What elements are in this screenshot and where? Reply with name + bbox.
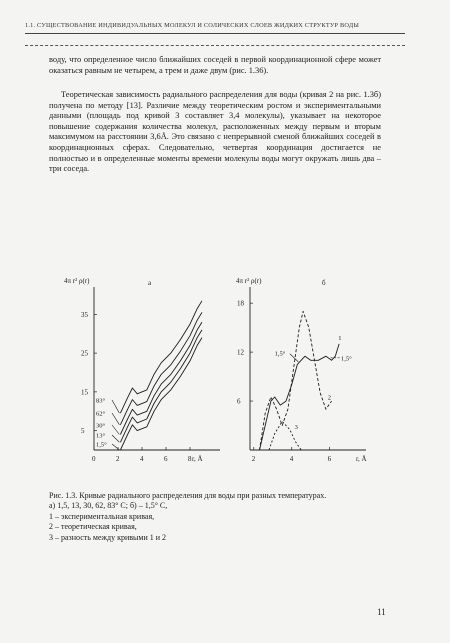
annotation-leader xyxy=(289,353,299,363)
annotation: 1 xyxy=(338,335,341,342)
y-tick-label: 12 xyxy=(237,349,245,357)
figure-1-3: 4π r² ρ(r) а r, Å 0 2 4 6 8 5 15 25 35 1,5° 13° 30° 62°… xyxy=(60,277,380,483)
y-tick-label: 25 xyxy=(81,350,89,358)
series-label: 13° xyxy=(96,433,106,440)
x-tick-label: 8 xyxy=(188,455,192,463)
panel-a: 4π r² ρ(r) а r, Å 0 2 4 6 8 5 15 25 35 1,5° 13° 30° 62°… xyxy=(64,277,220,463)
panel-label: а xyxy=(148,279,152,287)
running-header: 1.1. СУЩЕСТВОВАНИЕ ИНДИВИДУАЛЬНЫХ МОЛЕКУ… xyxy=(25,22,360,29)
figure-svg: 4π r² ρ(r) а r, Å 0 2 4 6 8 5 15 25 35 1,5° 13° 30° 62°… xyxy=(64,277,367,463)
series-label: 62° xyxy=(96,411,106,418)
series-line xyxy=(119,312,203,425)
x-tick-label: 6 xyxy=(164,455,168,463)
x-axis-label: r, Å xyxy=(192,455,203,463)
y-tick-label: 35 xyxy=(81,311,89,319)
x-tick-label: 0 xyxy=(92,455,96,463)
x-tick-label: 6 xyxy=(328,455,332,463)
annotation: 1,5° xyxy=(275,350,286,357)
y-tick-label: 5 xyxy=(81,427,85,435)
series-label-arrow xyxy=(111,434,120,443)
caption-line-a: а) 1,5, 13, 30, 62, 83° С; б) – 1,5° С, xyxy=(49,501,168,511)
y-axis-label: 4π r² ρ(r) xyxy=(236,278,262,285)
x-tick-label: 4 xyxy=(140,455,144,463)
series-label-arrow xyxy=(111,424,120,435)
caption-title: Рис. 1.3. Кривые радиального распределен… xyxy=(49,491,327,500)
caption-item-3: 3 – разность между кривыми 1 и 2 xyxy=(49,532,167,542)
series-line xyxy=(268,420,302,451)
series-line xyxy=(259,310,332,451)
y-tick-label: 18 xyxy=(237,300,245,308)
x-tick-label: 4 xyxy=(290,455,294,463)
series-label-arrow xyxy=(111,443,120,451)
y-tick-label: 15 xyxy=(81,388,89,396)
series-label: 1,5° xyxy=(96,442,107,449)
x-tick-label: 2 xyxy=(252,455,256,463)
caption-item-1: 1 – экспериментальная кривая, xyxy=(49,511,155,521)
annotation: 1,5° xyxy=(341,355,352,362)
series-line xyxy=(119,337,203,451)
panel-label: б xyxy=(322,279,326,287)
paragraph-2: Теоретическая зависимость радиального ра… xyxy=(49,90,381,174)
annotation: 2 xyxy=(328,394,331,401)
y-tick-label: 6 xyxy=(237,398,241,406)
series-line xyxy=(119,321,203,435)
series-line xyxy=(119,329,203,443)
series-label-arrow xyxy=(111,412,120,425)
annotation: 3 xyxy=(295,424,298,431)
x-tick-label: 2 xyxy=(116,455,120,463)
paragraph-1: воду, что определенное число ближайших с… xyxy=(49,55,381,75)
series-label: 83° xyxy=(96,398,106,405)
series-label-arrow xyxy=(111,399,120,414)
caption-item-2: 2 – теоретическая кривая, xyxy=(49,522,137,532)
page-number: 11 xyxy=(377,607,386,617)
y-axis-label: 4π r² ρ(r) xyxy=(64,278,90,285)
series-line xyxy=(119,300,203,414)
header-rule xyxy=(25,33,405,34)
series-label: 30° xyxy=(96,423,106,430)
figure-caption: Рис. 1.3. Кривые радиального распределен… xyxy=(49,491,381,543)
header-rule-dashed xyxy=(25,45,405,46)
x-axis-label: r, Å xyxy=(356,455,367,463)
